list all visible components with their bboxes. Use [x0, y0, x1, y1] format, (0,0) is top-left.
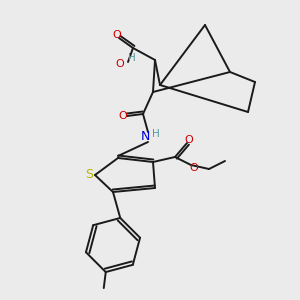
- Text: H: H: [128, 53, 136, 63]
- Text: O: O: [190, 163, 198, 173]
- Text: S: S: [85, 169, 93, 182]
- Text: O: O: [118, 111, 127, 121]
- Text: O: O: [112, 30, 122, 40]
- Text: O: O: [116, 59, 124, 69]
- Text: H: H: [152, 129, 160, 139]
- Text: N: N: [140, 130, 150, 143]
- Text: O: O: [184, 135, 194, 145]
